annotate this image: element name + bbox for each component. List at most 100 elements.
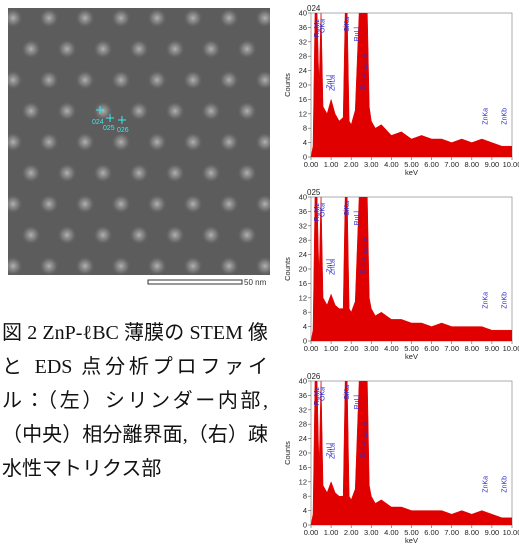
peak-label: RuLa (360, 257, 367, 274)
point-label: 026 (117, 127, 129, 134)
page: body { margin: 0; width: 519px; height: … (0, 0, 519, 546)
peak-label: SiKa (344, 385, 351, 400)
x-tick-label: 4.00 (384, 344, 399, 353)
y-tick-label: 16 (299, 95, 307, 104)
y-tick-label: 4 (303, 322, 307, 331)
y-tick-label: 24 (299, 250, 307, 259)
peak-label: RuLb (363, 53, 370, 70)
y-axis-label: Counts (283, 441, 292, 465)
spectrum-title: 024 (307, 4, 321, 13)
x-tick-label: 0.00 (304, 160, 319, 169)
x-tick-label: 10.00 (503, 344, 519, 353)
y-tick-label: 24 (299, 434, 307, 443)
y-tick-label: 12 (299, 477, 307, 486)
y-tick-label: 12 (299, 109, 307, 118)
x-tick-label: 6.00 (424, 528, 439, 537)
peak-label: RuLl (354, 395, 361, 410)
caption: 図 2 ZnP-ℓBC 薄膜の STEM 像と EDS 点分析プロファイル：（左… (2, 316, 268, 486)
x-tick-label: 7.00 (444, 528, 459, 537)
peak-label: ZnKb (501, 108, 508, 125)
y-tick-label: 32 (299, 37, 307, 46)
y-tick-label: 28 (299, 420, 307, 429)
peak-label: RuLb (363, 421, 370, 438)
y-tick-label: 36 (299, 207, 307, 216)
peak-label: RuLa (360, 441, 367, 458)
y-tick-label: 36 (299, 391, 307, 400)
x-tick-label: 4.00 (384, 528, 399, 537)
x-tick-label: 1.00 (324, 344, 339, 353)
peak-label: ZnKa (482, 476, 489, 493)
peak-label: OKa (319, 387, 326, 401)
x-tick-label: 3.00 (364, 344, 379, 353)
x-tick-label: 7.00 (444, 160, 459, 169)
y-axis-label: Counts (283, 257, 292, 281)
stem-image (8, 8, 270, 275)
scale-bar-label: 50 nm (244, 278, 267, 287)
spectrum-title: 026 (307, 372, 321, 381)
x-tick-label: 9.00 (485, 160, 500, 169)
x-tick-label: 9.00 (485, 528, 500, 537)
y-tick-label: 8 (303, 492, 307, 501)
y-tick-label: 24 (299, 66, 307, 75)
x-tick-label: 1.00 (324, 160, 339, 169)
y-tick-label: 12 (299, 293, 307, 302)
y-tick-label: 32 (299, 405, 307, 414)
x-tick-label: 1.00 (324, 528, 339, 537)
y-tick-label: 20 (299, 81, 307, 90)
spectrum-title: 025 (307, 188, 321, 197)
peak-label: SiKa (344, 201, 351, 216)
y-tick-label: 28 (299, 52, 307, 61)
peak-label: ZnLa (329, 75, 336, 91)
x-axis-label: keV (405, 536, 418, 545)
spectrum: 04812162024283236400.001.002.003.004.005… (283, 188, 519, 361)
peak-label: RuLl (354, 27, 361, 42)
scale-bar (148, 280, 242, 284)
x-tick-label: 0.00 (304, 528, 319, 537)
y-tick-label: 4 (303, 506, 307, 515)
x-tick-label: 6.00 (424, 160, 439, 169)
y-axis-label: Counts (283, 73, 292, 97)
peak-label: ZnKa (482, 292, 489, 309)
x-tick-label: 6.00 (424, 344, 439, 353)
x-tick-label: 8.00 (464, 344, 479, 353)
x-tick-label: 4.00 (384, 160, 399, 169)
peak-label: OKa (319, 19, 326, 33)
body: {"figure": {"scale_bar": "50 nm", "point… (0, 0, 519, 546)
x-tick-label: 3.00 (364, 160, 379, 169)
peak-label: RuLl (354, 211, 361, 226)
y-tick-label: 40 (299, 9, 307, 18)
y-tick-label: 16 (299, 463, 307, 472)
y-tick-label: 8 (303, 308, 307, 317)
peak-label: RuLb (363, 237, 370, 254)
y-tick-label: 8 (303, 124, 307, 133)
y-tick-label: 32 (299, 221, 307, 230)
peak-label: OKa (319, 203, 326, 217)
point-label: 025 (103, 125, 115, 132)
y-tick-label: 16 (299, 279, 307, 288)
x-tick-label: 2.00 (344, 528, 359, 537)
y-tick-label: 40 (299, 377, 307, 386)
y-tick-label: 36 (299, 23, 307, 32)
peak-label: ZnLa (329, 259, 336, 275)
y-tick-label: 28 (299, 236, 307, 245)
x-tick-label: 0.00 (304, 344, 319, 353)
peak-label: ZnKa (482, 108, 489, 125)
peak-label: ZnKb (501, 292, 508, 309)
x-tick-label: 8.00 (464, 160, 479, 169)
x-tick-label: 2.00 (344, 344, 359, 353)
x-axis-label: keV (405, 352, 418, 361)
peak-label: SiKa (344, 17, 351, 32)
x-tick-label: 8.00 (464, 528, 479, 537)
x-tick-label: 7.00 (444, 344, 459, 353)
x-tick-label: 9.00 (485, 344, 500, 353)
y-tick-label: 4 (303, 138, 307, 147)
peak-label: ZnKb (501, 476, 508, 493)
peak-label: RuLa (360, 73, 367, 90)
y-tick-label: 40 (299, 193, 307, 202)
peak-label: ZnLa (329, 443, 336, 459)
y-tick-label: 20 (299, 265, 307, 274)
x-axis-label: keV (405, 168, 418, 177)
x-tick-label: 10.00 (503, 528, 519, 537)
